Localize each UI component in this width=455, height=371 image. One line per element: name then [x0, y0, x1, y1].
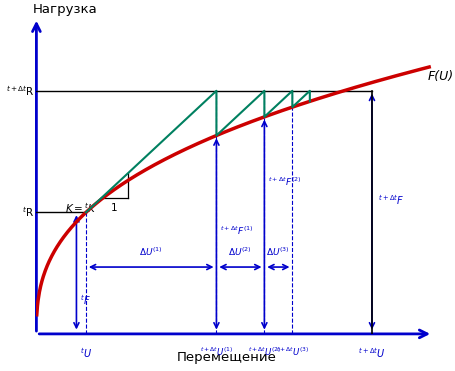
Text: $^{t+\Delta t}U^{(2)}$: $^{t+\Delta t}U^{(2)}$ [248, 346, 281, 358]
Text: $^tF$: $^tF$ [80, 293, 91, 307]
Text: $\Delta U^{(1)}$: $\Delta U^{(1)}$ [139, 246, 163, 258]
Text: $^tU$: $^tU$ [80, 346, 92, 360]
Text: 1: 1 [111, 203, 118, 213]
Text: Нагрузка: Нагрузка [33, 3, 97, 16]
Text: $^{t+\Delta t}F^{(1)}$: $^{t+\Delta t}F^{(1)}$ [220, 224, 254, 237]
Text: $^{t+\Delta t}$R: $^{t+\Delta t}$R [5, 84, 35, 98]
Text: $\Delta U^{(2)}$: $\Delta U^{(2)}$ [228, 246, 253, 258]
Text: $^{t+\Delta t}F$: $^{t+\Delta t}F$ [378, 193, 404, 207]
Text: $^t$R: $^t$R [22, 206, 35, 219]
Text: $K = ^tK$: $K = ^tK$ [65, 201, 97, 215]
Text: $^{t+\Delta t}U^{(3)}$: $^{t+\Delta t}U^{(3)}$ [276, 346, 309, 358]
Text: $\Delta U^{(3)}$: $\Delta U^{(3)}$ [267, 246, 290, 258]
Text: Перемещение: Перемещение [177, 351, 277, 364]
Text: $^{t+\Delta t}U$: $^{t+\Delta t}U$ [358, 346, 386, 360]
Text: $^{t+\Delta t}F^{(2)}$: $^{t+\Delta t}F^{(2)}$ [268, 176, 302, 188]
Text: $^{t+\Delta t}U^{(1)}$: $^{t+\Delta t}U^{(1)}$ [200, 346, 233, 358]
Text: F(U): F(U) [427, 70, 453, 83]
